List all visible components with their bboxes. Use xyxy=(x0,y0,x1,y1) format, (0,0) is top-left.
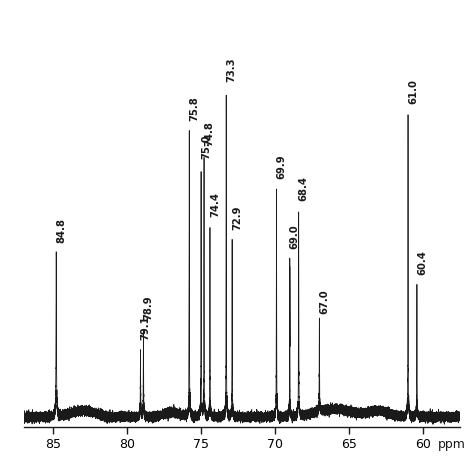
Text: ppm: ppm xyxy=(438,438,465,451)
Text: 78.9: 78.9 xyxy=(144,296,154,320)
Text: 69.0: 69.0 xyxy=(290,225,300,249)
Text: 60.4: 60.4 xyxy=(417,250,427,275)
Text: 74.8: 74.8 xyxy=(204,121,214,146)
Text: 61.0: 61.0 xyxy=(408,80,418,104)
Text: 69.9: 69.9 xyxy=(276,154,286,179)
Text: 68.4: 68.4 xyxy=(299,176,309,201)
Text: 84.8: 84.8 xyxy=(56,218,66,243)
Text: 75.0: 75.0 xyxy=(201,135,211,159)
Text: 75.8: 75.8 xyxy=(189,96,199,120)
Text: 73.3: 73.3 xyxy=(226,57,236,82)
Text: 74.4: 74.4 xyxy=(210,192,220,217)
Text: 67.0: 67.0 xyxy=(319,289,329,314)
Text: 72.9: 72.9 xyxy=(232,206,242,230)
Text: 79.1: 79.1 xyxy=(140,315,150,339)
